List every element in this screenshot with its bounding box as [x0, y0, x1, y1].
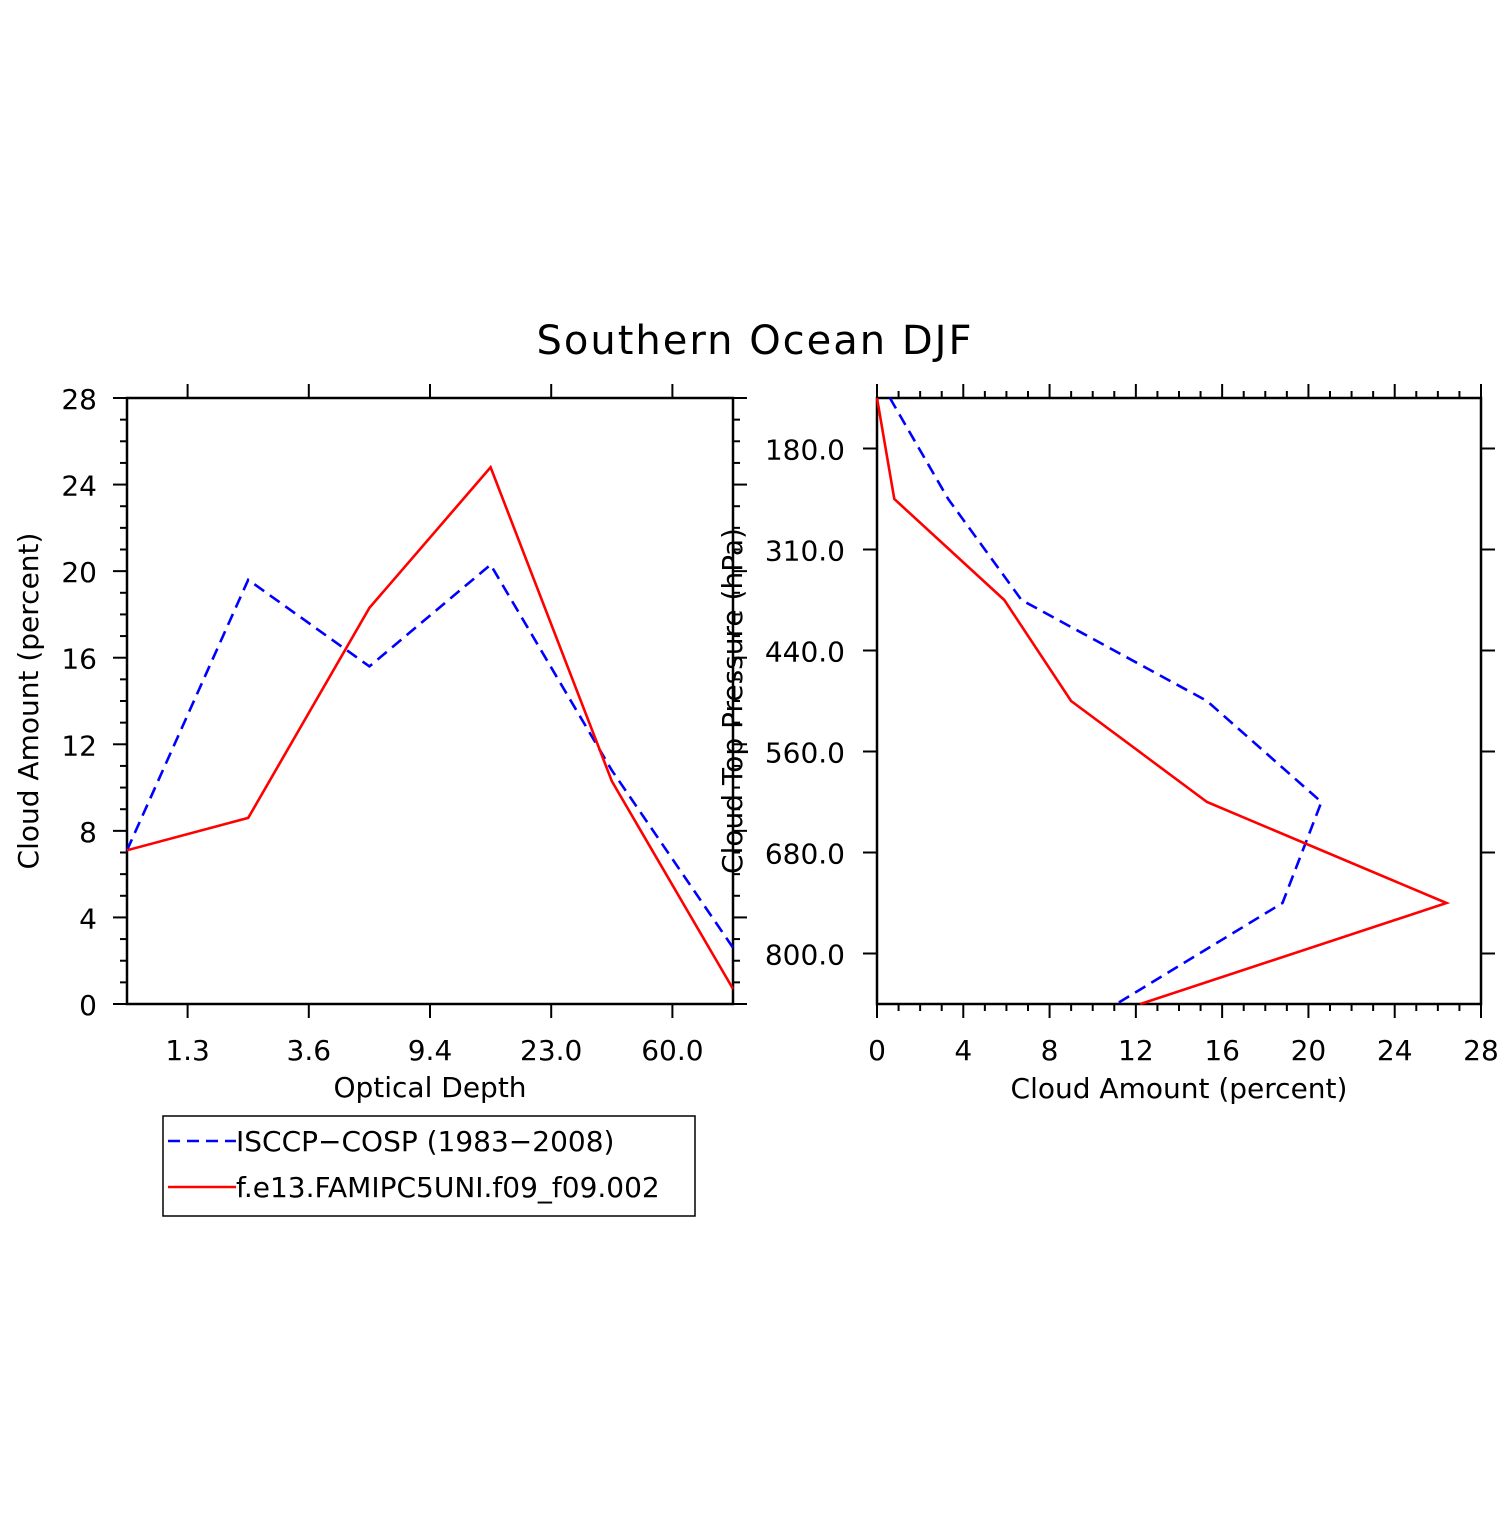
x-tick-label: 23.0 [520, 1034, 582, 1067]
y-tick-label: 310.0 [765, 535, 845, 568]
panel-cloud-top-pressure: 0 4 8 12 16 20 24 28 180.0 310.0 440.0 560.0 680.0 80… [716, 384, 1499, 1105]
series-line-obs [890, 398, 1322, 1004]
x-tick-label: 16 [1204, 1034, 1240, 1067]
x-tick-label: 1.3 [165, 1034, 210, 1067]
x-tick-label: 4 [954, 1034, 972, 1067]
y-tick-label: 560.0 [765, 737, 845, 770]
x-tick-label: 24 [1377, 1034, 1413, 1067]
plot-frame [877, 398, 1481, 1004]
x-tick-label: 8 [1041, 1034, 1059, 1067]
x-axis-label: Cloud Amount (percent) [1011, 1072, 1348, 1105]
y-tick-label: 680.0 [765, 838, 845, 871]
legend-label-obs: ISCCP−COSP (1983−2008) [236, 1125, 614, 1158]
y-tick-label: 24 [61, 470, 97, 503]
plot-frame [127, 398, 733, 1004]
x-tick-label: 9.4 [408, 1034, 453, 1067]
x-axis-label: Optical Depth [333, 1071, 526, 1104]
panel-optical-depth: 0 4 8 12 16 20 24 28 1.3 3.6 9.4 23.0 60.0 Optical De… [12, 383, 747, 1104]
y-tick-label: 180.0 [765, 434, 845, 467]
figure-title: Southern Ocean DJF [537, 318, 974, 364]
x-tick-label: 60.0 [641, 1034, 703, 1067]
y-tick-label: 20 [61, 556, 97, 589]
x-tick-label: 3.6 [287, 1034, 332, 1067]
x-tick-label: 20 [1291, 1034, 1327, 1067]
y-tick-label: 800.0 [765, 939, 845, 972]
y-tick-label: 16 [61, 643, 97, 676]
series-line-model [877, 398, 1447, 1004]
y-tick-label: 28 [61, 383, 97, 416]
y-tick-label: 440.0 [765, 636, 845, 669]
y-axis-label: Cloud Top Pressure (hPa) [716, 528, 749, 874]
series-line-model [127, 467, 733, 989]
legend-label-model: f.e13.FAMIPC5UNI.f09_f09.002 [236, 1171, 660, 1204]
x-tick-label: 12 [1118, 1034, 1154, 1067]
x-tick-label: 28 [1463, 1034, 1499, 1067]
series-line-obs [127, 565, 733, 948]
x-tick-label: 0 [868, 1034, 886, 1067]
y-tick-label: 12 [61, 729, 97, 762]
y-tick-label: 0 [79, 989, 97, 1022]
legend: ISCCP−COSP (1983−2008) f.e13.FAMIPC5UNI.… [163, 1116, 695, 1216]
y-axis-label: Cloud Amount (percent) [12, 533, 45, 870]
y-tick-label: 4 [79, 902, 97, 935]
y-tick-label: 8 [79, 816, 97, 849]
